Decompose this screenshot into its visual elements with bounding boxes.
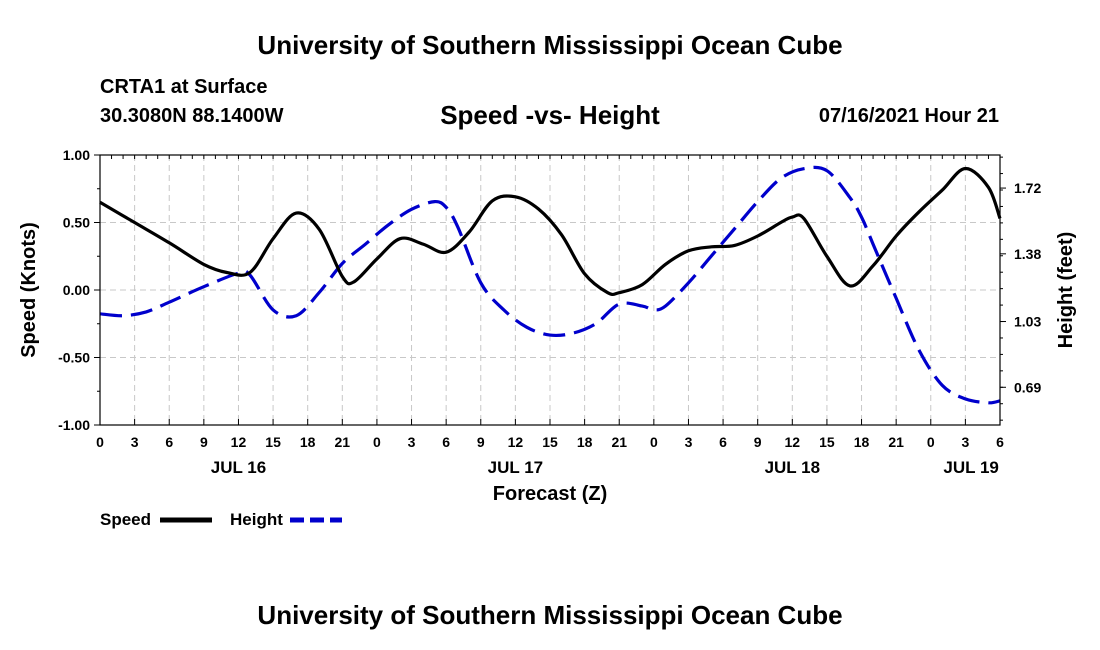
y2-axis-title: Height (feet) [1055, 232, 1077, 349]
bottom-title: University of Southern Mississippi Ocean… [257, 600, 843, 630]
legend-height-label: Height [230, 510, 283, 529]
x-tick-label: 21 [888, 434, 904, 450]
x-tick-label: 12 [785, 434, 801, 450]
y-tick-label: 0.00 [63, 282, 90, 298]
x-tick-label: 15 [819, 434, 835, 450]
x-tick-label: 9 [754, 434, 762, 450]
series-layer [99, 165, 1002, 405]
x-tick-label: 0 [650, 434, 658, 450]
grid-lines [100, 155, 1000, 425]
x-tick-label: 12 [508, 434, 524, 450]
x-tick-label: 21 [611, 434, 627, 450]
chart-title: Speed -vs- Height [440, 100, 660, 130]
x-tick-label: 0 [927, 434, 935, 450]
top-title: University of Southern Mississippi Ocean… [257, 30, 843, 60]
speed-series-line [99, 166, 1002, 297]
y2-tick-label: 0.69 [1014, 379, 1041, 395]
x-tick-label: 21 [335, 434, 351, 450]
x-tick-label: 9 [477, 434, 485, 450]
x-tick-label: 6 [165, 434, 173, 450]
y-tick-label: 0.50 [63, 215, 90, 231]
y2-tick-label: 1.38 [1014, 246, 1041, 262]
y-tick-label: 1.00 [63, 147, 90, 163]
y-tick-label: -0.50 [58, 350, 90, 366]
x-tick-label: 6 [442, 434, 450, 450]
y2-tick-label: 1.72 [1014, 180, 1041, 196]
x-tick-label: 3 [685, 434, 693, 450]
x-tick-label: 18 [854, 434, 870, 450]
x-tick-label: 15 [265, 434, 281, 450]
x-tick-label: 6 [996, 434, 1004, 450]
x-tick-label: 0 [96, 434, 104, 450]
station-coordinates: 30.3080N 88.1400W [100, 105, 284, 127]
x-tick-label: 3 [131, 434, 139, 450]
y-tick-label: -1.00 [58, 417, 90, 433]
day-label: JUL 17 [488, 458, 543, 477]
axis-ticks: 0 3 6 9 12 15 18 21 0 3 6 9 12 15 18 21 0 3 6 9 12 15 18 21 0 3 6 J… [58, 147, 1041, 477]
station-label: CRTA1 at Surface [100, 76, 268, 98]
y-axis-title: Speed (Knots) [18, 222, 40, 358]
day-label: JUL 19 [943, 458, 998, 477]
legend: Speed Height [100, 510, 342, 529]
x-axis-title: Forecast (Z) [493, 483, 607, 505]
x-tick-label: 9 [200, 434, 208, 450]
day-label: JUL 16 [211, 458, 266, 477]
forecast-run-time: 07/16/2021 Hour 21 [818, 105, 999, 127]
x-tick-label: 6 [719, 434, 727, 450]
y2-tick-label: 1.03 [1014, 314, 1041, 330]
height-series-line [99, 165, 1001, 405]
x-tick-label: 3 [408, 434, 416, 450]
day-label: JUL 18 [765, 458, 820, 477]
x-tick-label: 18 [300, 434, 316, 450]
legend-speed-label: Speed [100, 510, 151, 529]
x-tick-label: 12 [231, 434, 247, 450]
x-tick-label: 3 [961, 434, 969, 450]
x-tick-label: 15 [542, 434, 558, 450]
x-tick-label: 18 [577, 434, 593, 450]
x-tick-label: 0 [373, 434, 381, 450]
